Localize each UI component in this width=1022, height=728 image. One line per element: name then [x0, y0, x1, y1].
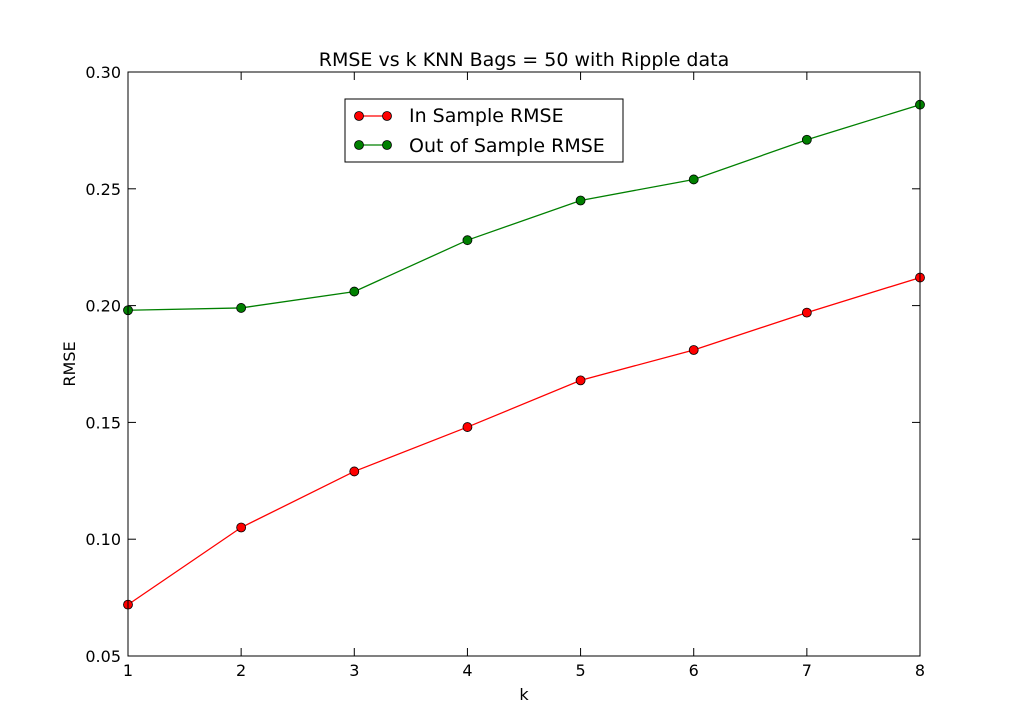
x-tick-label: 1: [123, 661, 133, 680]
series-layer: [123, 99, 925, 610]
x-tick-label: 2: [236, 661, 246, 680]
x-axis-label: k: [519, 685, 529, 704]
y-tick-label: 0.10: [85, 530, 121, 549]
legend-entry-in-sample: In Sample RMSE: [354, 105, 564, 127]
data-point-out-of-sample: [575, 195, 586, 206]
data-point-in-sample: [575, 375, 586, 386]
legend-entry-out-of-sample: Out of Sample RMSE: [354, 135, 605, 157]
legend-marker-out-of-sample: [382, 140, 392, 150]
data-point-out-of-sample: [462, 235, 473, 246]
x-tick-label: 7: [802, 661, 812, 680]
legend-label-in-sample: In Sample RMSE: [409, 105, 564, 127]
legend-label-out-of-sample: Out of Sample RMSE: [409, 135, 605, 157]
plot-background: [128, 72, 920, 656]
legend-marker-in-sample: [382, 111, 392, 121]
y-axis-label: RMSE: [60, 341, 79, 386]
series-line-out-of-sample: [127, 104, 921, 311]
x-tick-label: 5: [575, 661, 585, 680]
y-tick-label: 0.05: [85, 647, 121, 666]
y-tick-label: 0.15: [85, 413, 121, 432]
y-tick-label: 0.20: [85, 297, 121, 316]
y-tick-label: 0.25: [85, 180, 121, 199]
x-tick-label: 6: [689, 661, 699, 680]
x-tick-label: 4: [462, 661, 472, 680]
data-point-in-sample: [236, 522, 247, 533]
legend-marker-out-of-sample: [354, 140, 364, 150]
chart-title: RMSE vs k KNN Bags = 50 with Ripple data: [319, 49, 729, 71]
data-point-out-of-sample: [801, 134, 812, 145]
x-tick-label: 8: [915, 661, 925, 680]
plot-frame: [127, 71, 921, 657]
data-point-in-sample: [349, 466, 360, 477]
axis-ticks: [127, 71, 921, 657]
data-point-in-sample: [462, 422, 473, 432]
plot-area: [123, 71, 925, 657]
data-point-out-of-sample: [349, 286, 360, 297]
data-point-out-of-sample: [688, 174, 699, 185]
legend-frame: [344, 98, 624, 163]
x-axis-tick-labels: 1 2 3 4 5 6 7 8: [123, 661, 925, 680]
legend-marker-in-sample: [354, 111, 364, 121]
data-point-in-sample: [688, 345, 699, 355]
x-tick-label: 3: [349, 661, 359, 680]
data-point-in-sample: [801, 307, 812, 318]
y-axis-tick-labels: 0.05 0.10 0.15 0.20 0.25 0.30: [85, 63, 121, 666]
data-point-out-of-sample: [236, 303, 247, 313]
y-tick-label: 0.30: [85, 63, 121, 82]
legend: In Sample RMSE Out of Sample RMSE: [344, 98, 624, 163]
series-line-in-sample: [127, 276, 921, 606]
